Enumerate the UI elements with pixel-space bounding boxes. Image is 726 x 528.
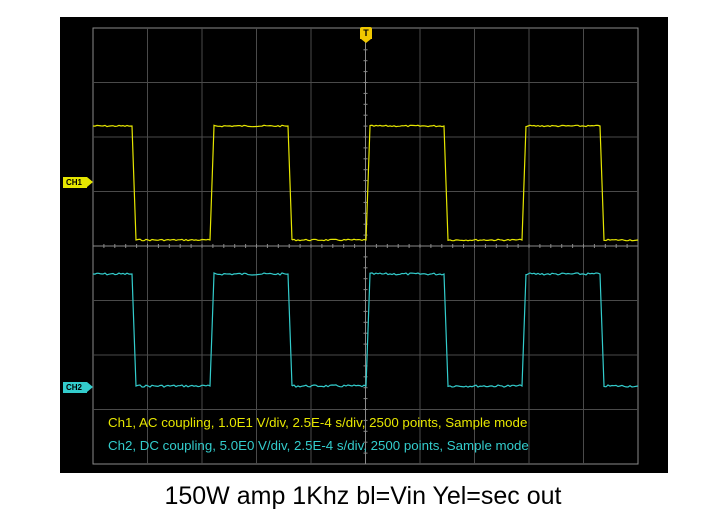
ch2-waveform xyxy=(92,272,639,388)
oscilloscope-screen: T CH1 CH2 Ch1, AC coupling, 1.0E1 V/div,… xyxy=(60,17,668,473)
ch1-level-marker[interactable]: CH1 xyxy=(63,177,93,188)
ch2-settings-text: Ch2, DC coupling, 5.0E0 V/div, 2.5E-4 s/… xyxy=(108,438,529,453)
waveform-display xyxy=(92,27,639,465)
image-caption: 150W amp 1Khz bl=Vin Yel=sec out xyxy=(164,482,562,510)
graticule-grid xyxy=(92,27,639,465)
ch1-settings-text: Ch1, AC coupling, 1.0E1 V/div, 2.5E-4 s/… xyxy=(108,415,528,430)
ch2-level-marker[interactable]: CH2 xyxy=(63,382,93,393)
trigger-position-marker[interactable]: T xyxy=(360,27,372,43)
ch1-waveform xyxy=(92,124,639,242)
